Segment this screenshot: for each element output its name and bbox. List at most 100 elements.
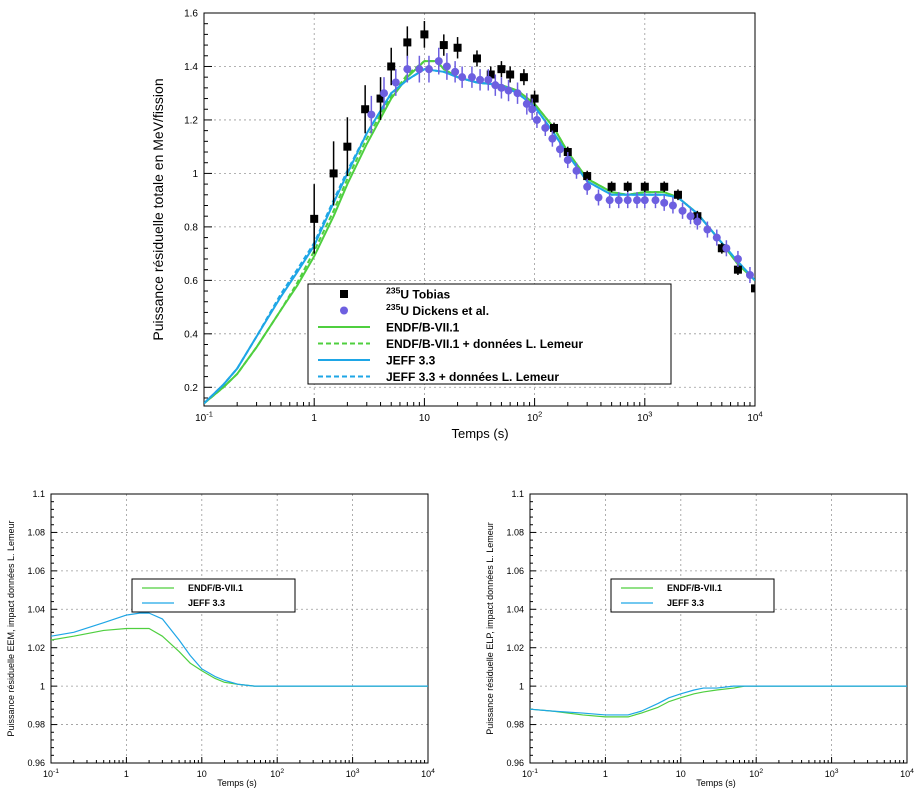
y-tick-label: 1.1 <box>511 489 524 499</box>
data-point-235u-dickens-et-al- <box>528 105 537 114</box>
data-point-235u-tobias <box>387 62 396 71</box>
data-point-235u-tobias <box>717 244 726 253</box>
data-point-235u-dickens-et-al- <box>367 110 376 119</box>
data-point-235u-dickens-et-al- <box>504 86 513 95</box>
data-point-235u-dickens-et-al- <box>583 182 592 191</box>
x-tick-label-base: 10 <box>527 413 539 424</box>
x-axis-title: Temps (s) <box>217 778 257 788</box>
legend-label: JEFF 3.3 + données L. Lemeur <box>386 370 559 384</box>
data-point-235u-tobias <box>420 30 429 39</box>
data-point-235u-tobias <box>530 94 539 103</box>
data-point-235u-dickens-et-al- <box>497 83 506 92</box>
data-point-235u-dickens-et-al- <box>640 196 649 205</box>
y-tick-label: 1.02 <box>506 643 524 653</box>
data-point-235u-tobias <box>550 123 559 132</box>
x-tick-label: 10 <box>419 413 431 424</box>
legend-label: 235U Dickens et al. <box>386 302 489 318</box>
y-tick-label: 0.96 <box>27 758 45 768</box>
x-tick-label-base: 10 <box>825 769 835 779</box>
y-tick-label: 1.06 <box>27 566 45 576</box>
plot-area <box>204 21 755 405</box>
data-point-235u-dickens-et-al- <box>693 217 702 226</box>
legend-label-superscript: 235 <box>386 302 401 312</box>
x-tick-label: 10 <box>676 769 686 779</box>
legend-box <box>131 578 296 613</box>
x-tick-label-base: 10 <box>900 769 910 779</box>
data-point-235u-tobias <box>486 70 495 79</box>
data-point-235u-tobias <box>361 105 370 114</box>
x-tick-label: 102 <box>749 768 763 779</box>
x-tick-label: 102 <box>270 768 284 779</box>
y-axis-title: Puissance résiduelle totale en MeV/fissi… <box>150 78 166 340</box>
data-point-235u-tobias <box>607 182 616 191</box>
x-tick-label-exponent: -1 <box>532 768 538 775</box>
y-tick-label: 1.06 <box>506 566 524 576</box>
plot-frame <box>50 493 429 764</box>
x-tick-label: 10-1 <box>43 768 59 779</box>
x-tick-label-exponent: 4 <box>758 410 762 419</box>
data-point-235u-dickens-et-al- <box>605 196 614 205</box>
data-point-235u-tobias <box>623 182 632 191</box>
data-point-235u-dickens-et-al- <box>522 99 531 108</box>
y-tick-label: 0.4 <box>184 329 198 340</box>
x-tick-label: 103 <box>825 768 839 779</box>
data-point-235u-dickens-et-al- <box>548 134 557 143</box>
data-point-235u-dickens-et-al- <box>541 123 550 132</box>
data-point-235u-dickens-et-al- <box>722 244 731 253</box>
y-tick-label: 1 <box>192 169 198 180</box>
data-point-235u-dickens-et-al- <box>415 65 424 74</box>
y-tick-label: 0.6 <box>184 276 198 287</box>
x-tick-label: 10 <box>197 769 207 779</box>
legend-label: ENDF/B-VII.1 <box>386 320 460 334</box>
x-tick-label-base: 10 <box>749 769 759 779</box>
y-tick-label: 0.2 <box>184 383 198 394</box>
data-point-235u-dickens-et-al- <box>563 156 572 165</box>
y-tick-label: 1.04 <box>506 604 524 614</box>
data-point-235u-dickens-et-al- <box>572 166 581 175</box>
x-axis-title: Temps (s) <box>451 426 508 441</box>
y-tick-label: 1 <box>519 681 524 691</box>
y-tick-label: 0.98 <box>27 720 45 730</box>
y-tick-label: 1 <box>40 681 45 691</box>
data-point-235u-dickens-et-al- <box>703 225 712 234</box>
series-line-endf-b-vii-1 <box>51 627 428 687</box>
x-tick-label: 104 <box>421 768 435 779</box>
data-point-235u-tobias <box>506 70 515 79</box>
data-point-235u-tobias <box>472 54 481 63</box>
x-tick-label-exponent: 3 <box>835 768 839 775</box>
data-point-235u-tobias <box>751 284 755 293</box>
chart-panel-2: 10-1 1 10 102 103 1040.960.9811.021.041.061.0… <box>6 489 435 788</box>
legend-label-text: U Dickens et al. <box>400 304 489 318</box>
x-tick-label-base: 10 <box>522 769 532 779</box>
data-point-235u-dickens-et-al- <box>733 254 742 263</box>
data-point-235u-dickens-et-al- <box>668 201 677 210</box>
legend-label: JEFF 3.3 <box>188 598 225 608</box>
data-point-235u-dickens-et-al- <box>434 57 443 66</box>
data-point-235u-dickens-et-al- <box>745 271 754 279</box>
data-point-235u-dickens-et-al- <box>451 67 460 76</box>
y-tick-label: 0.8 <box>184 222 198 233</box>
data-point-235u-tobias <box>403 38 412 47</box>
plot-frame <box>529 493 908 764</box>
x-tick-label: 10-1 <box>195 410 213 425</box>
x-tick-label-base: 10 <box>43 769 53 779</box>
x-tick-label-base: 1 <box>603 769 608 779</box>
legend-label: JEFF 3.3 <box>667 598 704 608</box>
data-point-235u-dickens-et-al- <box>651 196 660 205</box>
data-point-235u-dickens-et-al- <box>513 89 522 98</box>
data-point-235u-dickens-et-al- <box>686 212 695 221</box>
y-tick-label: 0.98 <box>506 720 524 730</box>
x-tick-label-exponent: 3 <box>648 410 652 419</box>
legend-label: JEFF 3.3 <box>386 353 436 367</box>
data-point-235u-dickens-et-al- <box>424 65 433 74</box>
data-point-235u-dickens-et-al- <box>467 73 476 82</box>
y-tick-label: 1.02 <box>27 643 45 653</box>
legend-label: ENDF/B-VII.1 <box>667 583 722 593</box>
series-line-jeff-3-3-donn-es-l-lemeur <box>204 68 755 405</box>
legend-marker-square <box>340 290 348 298</box>
x-tick-label-base: 10 <box>195 413 207 424</box>
data-point-235u-dickens-et-al- <box>380 89 389 98</box>
data-point-235u-dickens-et-al- <box>623 196 632 205</box>
x-tick-label: 1 <box>311 413 317 424</box>
